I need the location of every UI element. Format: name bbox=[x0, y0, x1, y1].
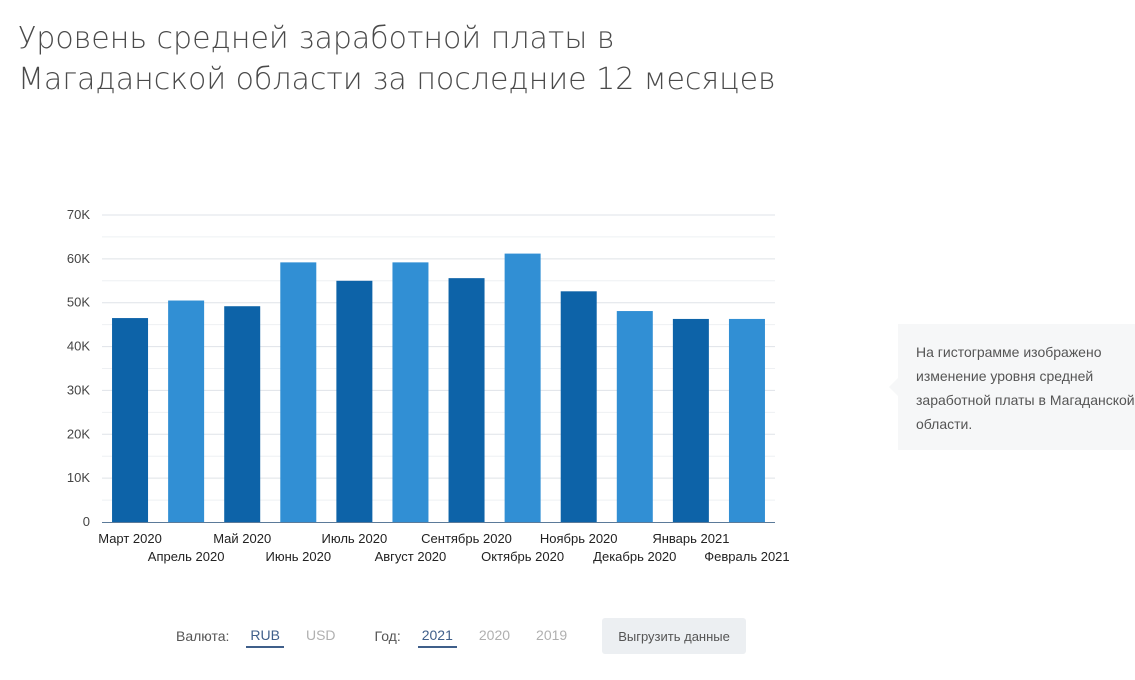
y-tick-label: 20K bbox=[67, 426, 90, 441]
y-tick-label: 0 bbox=[83, 514, 90, 529]
bar-8[interactable] bbox=[504, 253, 541, 522]
bars bbox=[112, 253, 765, 522]
x-tick-label: Сентябрь 2020 bbox=[421, 531, 512, 546]
y-axis-labels: 0 10K 20K 30K 40K 50K 60K 70K bbox=[67, 207, 90, 529]
x-tick-label: Март 2020 bbox=[98, 531, 162, 546]
currency-option-rub[interactable]: RUB bbox=[246, 625, 284, 648]
currency-label: Валюта: bbox=[176, 628, 230, 644]
x-tick-label: Октябрь 2020 bbox=[481, 549, 564, 564]
chart-description-note: На гистограмме изображено изменение уров… bbox=[889, 324, 1135, 450]
page-title: Уровень средней заработной платы в Магад… bbox=[18, 21, 776, 97]
salary-bar-chart: 0 10K 20K 30K 40K 50K 60K 70K Март 2020 Апрель 2… bbox=[67, 207, 790, 564]
x-tick-label: Декабрь 2020 bbox=[593, 549, 676, 564]
x-tick-label: Апрель 2020 bbox=[148, 549, 225, 564]
x-tick-label: Февраль 2021 bbox=[704, 549, 789, 564]
bar-6[interactable] bbox=[392, 262, 429, 522]
currency-option-usd[interactable]: USD bbox=[305, 626, 336, 643]
bar-10[interactable] bbox=[616, 311, 653, 522]
x-tick-label: Август 2020 bbox=[375, 549, 447, 564]
year-label: Год: bbox=[374, 628, 401, 644]
year-option-2019[interactable]: 2019 bbox=[536, 626, 568, 643]
y-tick-label: 40K bbox=[67, 339, 90, 354]
bar-9[interactable] bbox=[560, 291, 597, 522]
y-tick-label: 70K bbox=[67, 207, 90, 222]
x-tick-label: Ноябрь 2020 bbox=[540, 531, 618, 546]
year-option-2020[interactable]: 2020 bbox=[478, 626, 511, 643]
y-tick-label: 50K bbox=[67, 295, 90, 310]
bar-1[interactable] bbox=[112, 318, 149, 522]
bar-5[interactable] bbox=[336, 280, 373, 522]
x-tick-label: Май 2020 bbox=[213, 531, 271, 546]
grid-lines bbox=[102, 214, 775, 501]
x-tick-label: Январь 2021 bbox=[652, 531, 729, 546]
x-axis-labels: Март 2020 Апрель 2020 Май 2020 Июнь 2020 Июл… bbox=[98, 531, 789, 564]
bar-11[interactable] bbox=[672, 318, 709, 522]
x-tick-label: Июнь 2020 bbox=[266, 549, 332, 564]
y-tick-label: 30K bbox=[67, 382, 90, 397]
bar-4[interactable] bbox=[280, 262, 317, 522]
bar-3[interactable] bbox=[224, 306, 261, 522]
y-tick-label: 60K bbox=[67, 251, 90, 266]
year-option-2021[interactable]: 2021 bbox=[417, 625, 457, 648]
export-data-button[interactable]: Выгрузить данные bbox=[602, 618, 746, 654]
x-tick-label: Июль 2020 bbox=[322, 531, 388, 546]
bar-12[interactable] bbox=[728, 318, 765, 522]
bar-7[interactable] bbox=[448, 278, 485, 522]
chart-controls: Валюта: RUB USD Год: 2021 2020 2019 Выгр… bbox=[176, 618, 746, 654]
y-tick-label: 10K bbox=[67, 470, 90, 485]
bar-2[interactable] bbox=[168, 300, 205, 522]
